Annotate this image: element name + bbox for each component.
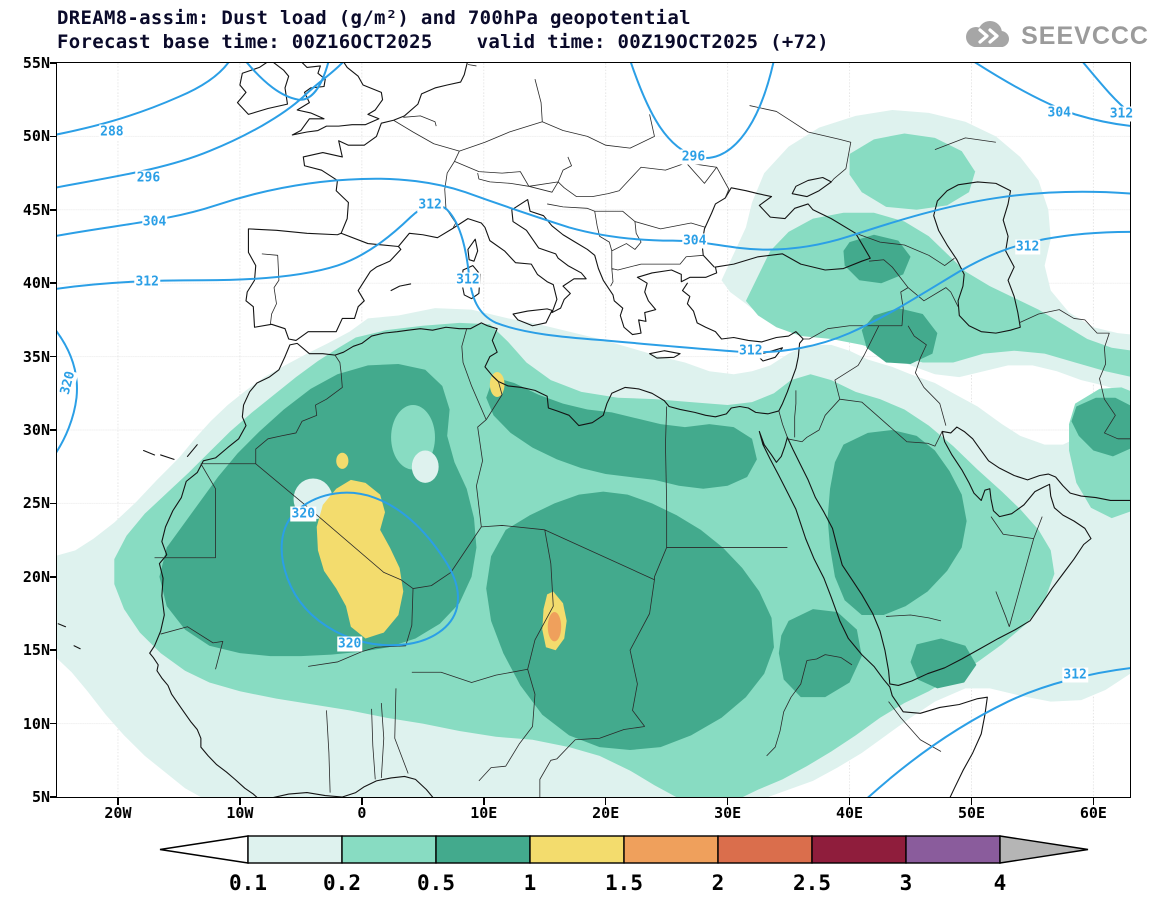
lat-tickmark — [50, 796, 57, 798]
colorbar-tick-label-2.5: 2.5 — [793, 871, 831, 895]
lon-tickmark — [726, 798, 729, 805]
lat-tickmark — [50, 649, 57, 651]
lat-tick-label-40N: 40N — [22, 274, 50, 293]
colorbar-tick-label-0.1: 0.1 — [229, 871, 267, 895]
colorbar-cell-5 — [717, 835, 813, 864]
country-borders — [155, 64, 1130, 797]
lon-tick-label-30E: 30E — [714, 804, 742, 822]
colorbar-cell-7 — [905, 835, 1001, 864]
lon-tick-label-10W: 10W — [226, 804, 254, 822]
colorbar-tick-label-1.5: 1.5 — [605, 871, 643, 895]
colorbar-cell-0 — [247, 835, 343, 864]
colorbar-above-range-arrow — [999, 835, 1089, 864]
lat-tickmark — [50, 209, 57, 211]
lon-tick-label-50E: 50E — [957, 804, 986, 822]
lon-tickmark — [604, 798, 607, 805]
lon-tickmark — [239, 798, 241, 805]
map-canvas — [57, 63, 1130, 797]
colorbar-cell-1 — [341, 835, 437, 864]
lon-tickmark — [970, 798, 973, 805]
lat-tick-label-15N: 15N — [22, 641, 50, 660]
colorbar-cell-6 — [811, 835, 907, 864]
lat-tickmark — [50, 502, 57, 505]
colorbar-labels: 0.1 0.2 0.5 1 1.5 2 2.5 3 4 — [0, 871, 1165, 903]
colorbar-below-range-arrow — [159, 835, 249, 864]
geopotential-contours — [57, 63, 1130, 797]
colorbar-tick-label-0.5: 0.5 — [417, 871, 455, 895]
colorbar-tick-label-2: 2 — [711, 871, 725, 895]
chart-title: DREAM8-assim: Dust load (g/m²) and 700hP… — [57, 7, 691, 29]
logo-text: SEEVCCC — [1021, 21, 1149, 50]
lon-tick-label-0: 0 — [357, 804, 367, 822]
lat-tick-label-30N: 30N — [22, 421, 50, 439]
coastlines — [58, 63, 1130, 797]
lon-tickmark — [848, 798, 851, 805]
lon-tickmark — [483, 798, 485, 805]
lat-tickmark — [50, 722, 57, 725]
lat-tick-label-55N: 55N — [22, 54, 50, 72]
colorbar-cell-2 — [435, 835, 531, 864]
cloud-logo-icon — [966, 21, 1010, 47]
valid-time: valid time: 00Z19OCT2025 (+72) — [476, 31, 829, 53]
lat-tick-label-45N: 45N — [22, 200, 50, 219]
lat-tickmark — [50, 62, 57, 64]
colorbar-tick-label-0.2: 0.2 — [323, 871, 361, 895]
lon-tick-label-20W: 20W — [104, 804, 132, 822]
lat-tickmark — [50, 135, 57, 138]
colorbar-legend: 0.1 0.2 0.5 1 1.5 2 2.5 3 4 — [0, 831, 1165, 907]
lon-tick-label-20E: 20E — [592, 804, 620, 822]
forecast-base-time: Forecast base time: 00Z16OCT2025 — [57, 31, 433, 53]
lat-tickmark — [50, 282, 57, 284]
lon-tick-label-10E: 10E — [470, 804, 498, 822]
lon-tick-label-40E: 40E — [836, 804, 864, 822]
lat-tickmark — [50, 429, 57, 431]
lat-tick-label-25N: 25N — [22, 494, 50, 513]
lat-tick-label-50N: 50N — [22, 127, 50, 146]
colorbar-tick-label-4: 4 — [993, 871, 1007, 895]
lat-tickmark — [50, 355, 57, 358]
colorbar-cell-3 — [529, 835, 625, 864]
lon-tickmark — [117, 798, 119, 805]
dust-shading — [57, 109, 1130, 797]
seevccc-logo: SEEVCCC — [958, 18, 1149, 54]
lat-tick-label-5N: 5N — [31, 788, 50, 806]
colorbar-cell-4 — [623, 835, 719, 864]
lat-tick-label-35N: 35N — [22, 347, 50, 366]
lon-tickmark — [1092, 798, 1095, 805]
chart-subtitle: Forecast base time: 00Z16OCT2025 valid ti… — [57, 31, 829, 53]
lat-tickmark — [50, 576, 57, 578]
lon-tick-label-60E: 60E — [1079, 804, 1107, 822]
lon-tickmark — [361, 798, 363, 805]
colorbar-scale — [159, 835, 1089, 864]
colorbar-tick-label-1: 1 — [523, 871, 537, 895]
lat-tick-label-10N: 10N — [22, 714, 50, 733]
lat-tick-label-20N: 20N — [22, 567, 50, 586]
colorbar-tick-label-3: 3 — [899, 871, 913, 895]
